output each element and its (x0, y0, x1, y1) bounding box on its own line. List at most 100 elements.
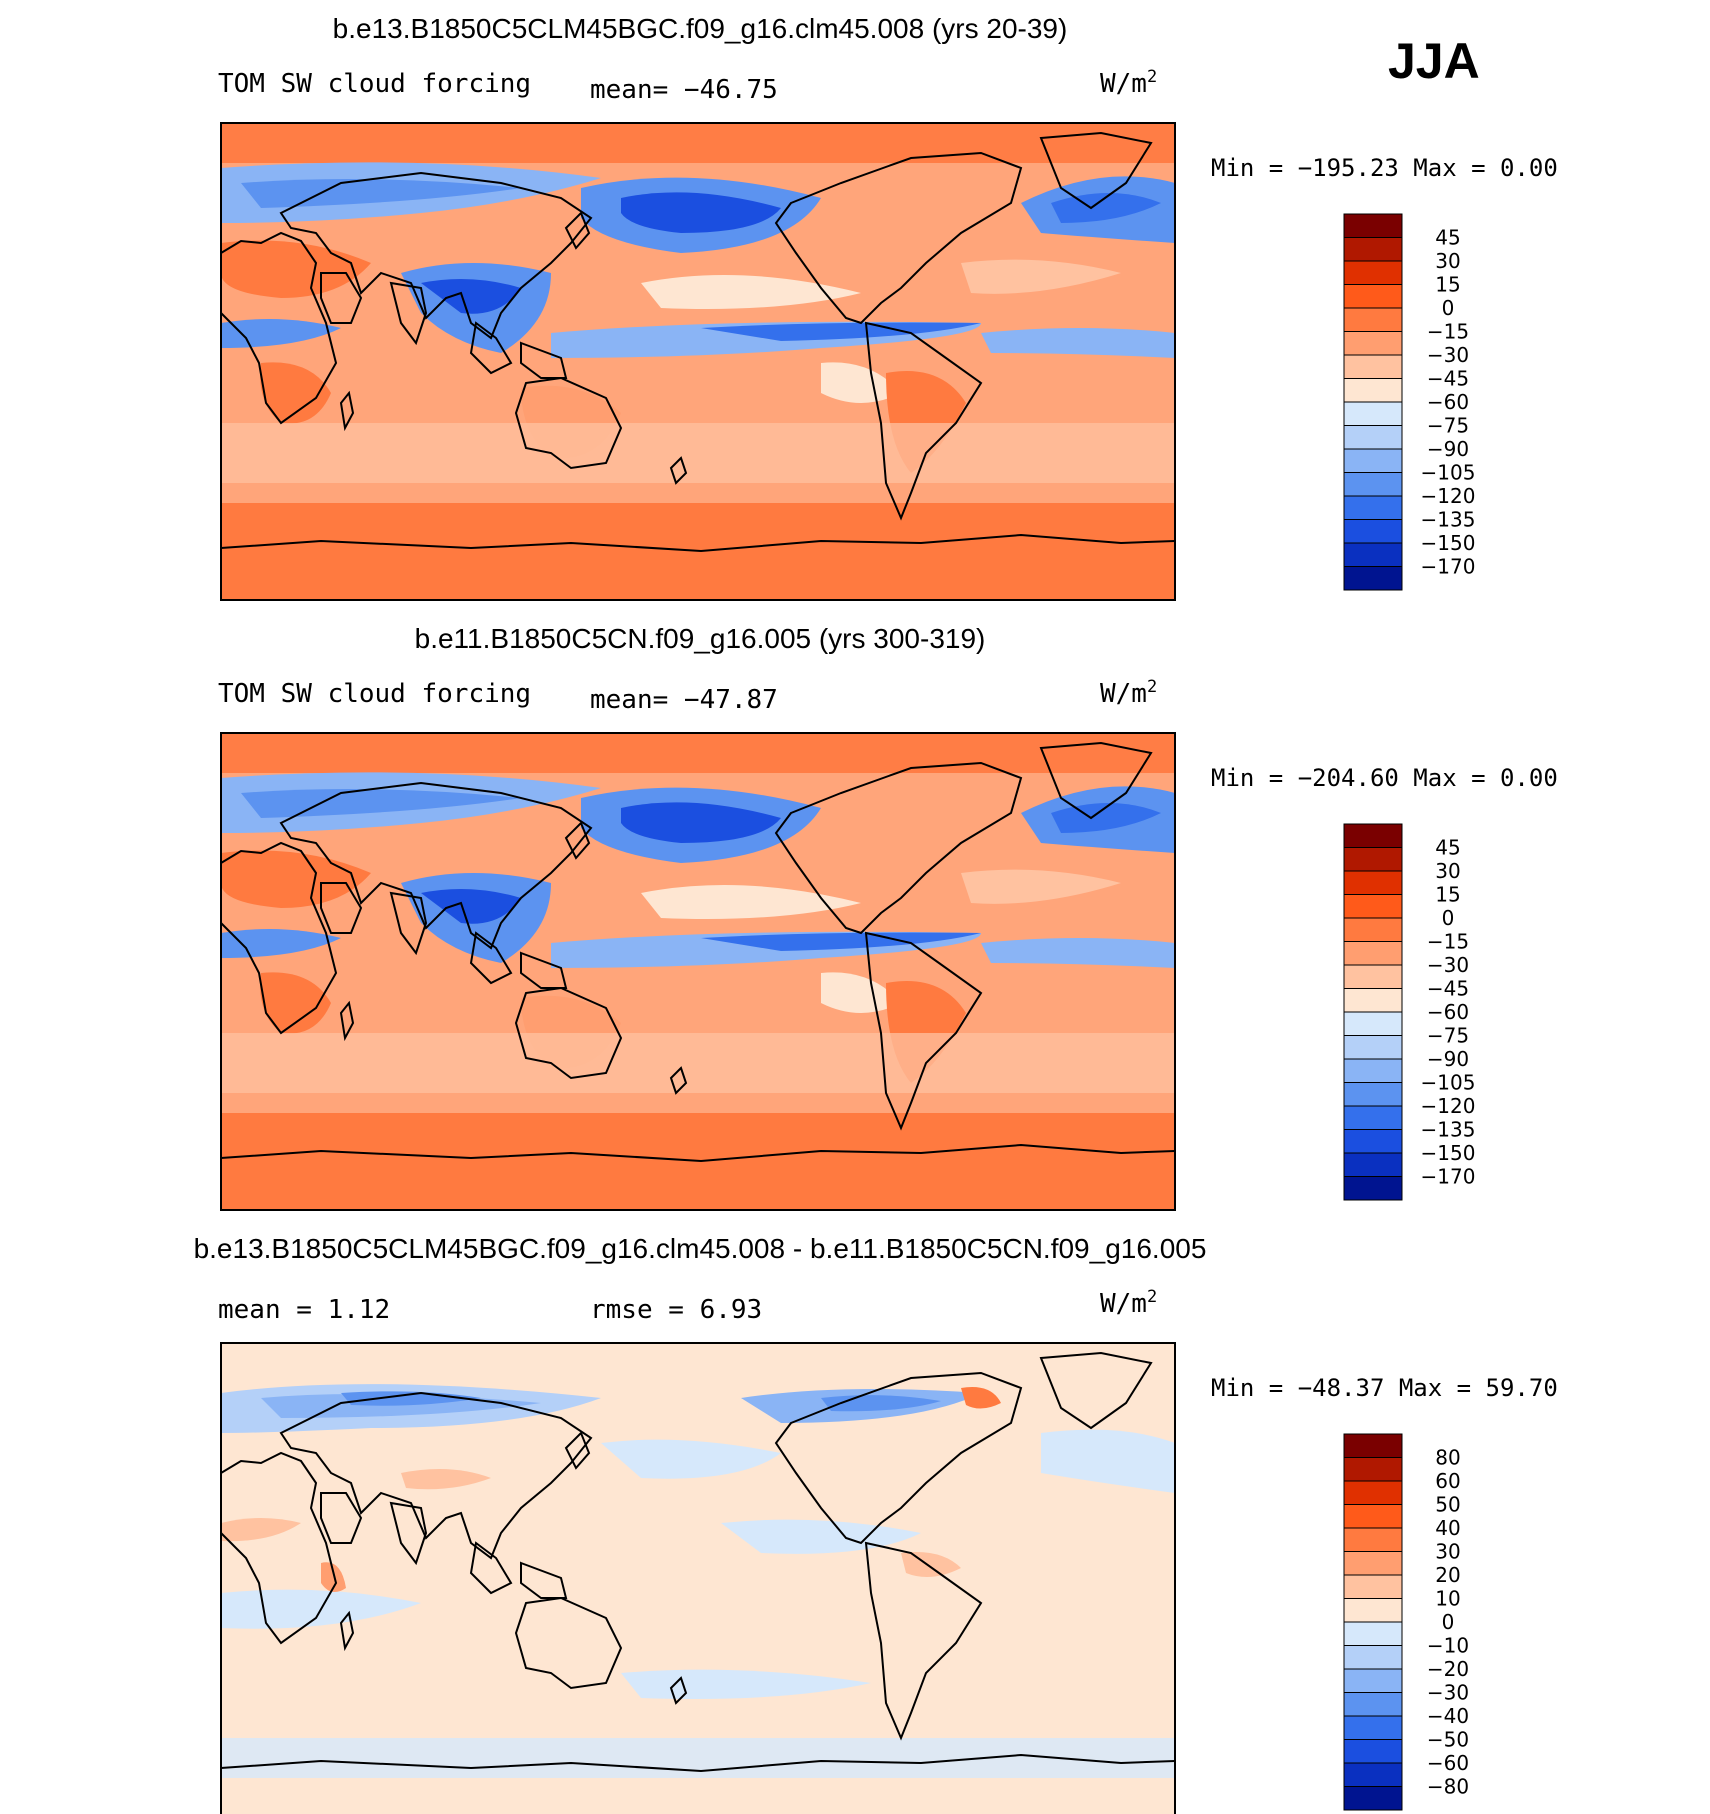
colorbar-label: −150 (1421, 1141, 1476, 1165)
colorbar-label: 40 (1435, 1516, 1460, 1540)
panel-3-units: W/m2 (1100, 1287, 1157, 1319)
colorbar-label: 45 (1435, 226, 1460, 250)
colorbar-label: −75 (1427, 414, 1469, 438)
panel-2-units: W/m2 (1100, 677, 1157, 709)
colorbar-swatch (1343, 1645, 1403, 1670)
panel-3-minmax: Min = −48.37 Max = 59.70 (1211, 1374, 1558, 1402)
colorbar-label: −105 (1421, 461, 1476, 485)
colorbar-swatch (1343, 542, 1403, 567)
colorbar-swatch (1343, 870, 1403, 895)
colorbar-swatch (1343, 260, 1403, 285)
panel-2-title: b.e11.B1850C5CN.f09_g16.005 (yrs 300-319… (415, 623, 986, 654)
colorbar-label: 15 (1435, 273, 1460, 297)
colorbar-swatch (1343, 331, 1403, 356)
colorbar-label: −30 (1427, 1681, 1469, 1705)
colorbar-swatch (1343, 1668, 1403, 1693)
colorbar-label: 30 (1435, 859, 1460, 883)
panel-2-minmax: Min = −204.60 Max = 0.00 (1211, 764, 1558, 792)
colorbar-label: −50 (1427, 1728, 1469, 1752)
colorbar-swatch (1343, 425, 1403, 450)
colorbar-label: −30 (1427, 953, 1469, 977)
panel-2-left-label: TOM SW cloud forcing (218, 679, 531, 709)
colorbar-swatch (1343, 823, 1403, 848)
panel-1-map (220, 122, 1176, 601)
colorbar-label: −40 (1427, 1704, 1469, 1728)
panel-1-mean: mean= −46.75 (590, 75, 778, 105)
panel-1-minmax: Min = −195.23 Max = 0.00 (1211, 154, 1558, 182)
colorbar-label: 0 (1442, 906, 1455, 930)
colorbar-label: −10 (1427, 1634, 1469, 1658)
colorbar-swatch (1343, 354, 1403, 379)
panel-3-map (220, 1342, 1176, 1814)
colorbar-swatch (1343, 847, 1403, 872)
season-label: JJA (1388, 33, 1480, 89)
colorbar-swatch (1343, 1621, 1403, 1646)
panel-2: b.e11.B1850C5CN.f09_g16.005 (yrs 300-319… (218, 623, 1558, 1211)
colorbar-swatch (1343, 964, 1403, 989)
colorbar-label: −170 (1421, 555, 1476, 579)
colorbar-swatch (1343, 378, 1403, 403)
colorbar-swatch (1343, 1152, 1403, 1177)
colorbar-swatch (1343, 988, 1403, 1013)
colorbar-label: 10 (1435, 1587, 1460, 1611)
colorbar-label: −60 (1427, 1000, 1469, 1024)
colorbar-label: −90 (1427, 437, 1469, 461)
panel-1-left-label: TOM SW cloud forcing (218, 69, 531, 99)
colorbar-swatch (1343, 448, 1403, 473)
colorbar-label: −105 (1421, 1071, 1476, 1095)
panel-2-map (220, 732, 1176, 1211)
colorbar-swatch (1343, 1739, 1403, 1764)
colorbar-label: 0 (1442, 296, 1455, 320)
colorbar-label: −120 (1421, 1094, 1476, 1118)
colorbar-label: 15 (1435, 883, 1460, 907)
colorbar-swatch (1343, 1715, 1403, 1740)
colorbar-label: −15 (1427, 930, 1469, 954)
colorbar-swatch (1343, 1786, 1403, 1811)
colorbar-label: −60 (1427, 390, 1469, 414)
colorbar-swatch (1343, 307, 1403, 332)
panel-3: b.e13.B1850C5CLM45BGC.f09_g16.clm45.008 … (194, 1233, 1558, 1814)
panel-1-colorbar: 4530150−15−30−45−60−75−90−105−120−135−15… (1343, 213, 1476, 591)
colorbar-swatch (1343, 1598, 1403, 1623)
colorbar-label: −75 (1427, 1024, 1469, 1048)
colorbar-swatch (1343, 1105, 1403, 1130)
colorbar-swatch (1343, 917, 1403, 942)
panel-2-mean: mean= −47.87 (590, 685, 778, 715)
colorbar-label: 50 (1435, 1493, 1460, 1517)
colorbar-swatch (1343, 941, 1403, 966)
colorbar-label: −90 (1427, 1047, 1469, 1071)
panel-3-title: b.e13.B1850C5CLM45BGC.f09_g16.clm45.008 … (194, 1233, 1207, 1264)
colorbar-swatch (1343, 1035, 1403, 1060)
colorbar-swatch (1343, 495, 1403, 520)
colorbar-swatch (1343, 1058, 1403, 1083)
colorbar-swatch (1343, 284, 1403, 309)
colorbar-label: −120 (1421, 484, 1476, 508)
colorbar-label: −30 (1427, 343, 1469, 367)
colorbar-swatch (1343, 1551, 1403, 1576)
colorbar-swatch (1343, 1457, 1403, 1482)
colorbar-swatch (1343, 1527, 1403, 1552)
colorbar-swatch (1343, 401, 1403, 426)
colorbar-label: 30 (1435, 249, 1460, 273)
colorbar-swatch (1343, 1574, 1403, 1599)
colorbar-label: −45 (1427, 977, 1469, 1001)
panel-3-rmse: rmse = 6.93 (590, 1295, 762, 1325)
colorbar-label: −150 (1421, 531, 1476, 555)
colorbar-label: 30 (1435, 1540, 1460, 1564)
colorbar-label: −135 (1421, 1118, 1476, 1142)
panel-1: b.e13.B1850C5CLM45BGC.f09_g16.clm45.008 … (218, 13, 1558, 601)
colorbar-label: 0 (1442, 1610, 1455, 1634)
panel-1-units: W/m2 (1100, 67, 1157, 99)
colorbar-swatch (1343, 237, 1403, 262)
colorbar-swatch (1343, 1504, 1403, 1529)
panel-2-colorbar: 4530150−15−30−45−60−75−90−105−120−135−15… (1343, 823, 1476, 1201)
colorbar-swatch (1343, 1692, 1403, 1717)
colorbar-swatch (1343, 1129, 1403, 1154)
colorbar-label: −60 (1427, 1751, 1469, 1775)
colorbar-label: −135 (1421, 508, 1476, 532)
colorbar-label: 20 (1435, 1563, 1460, 1587)
colorbar-label: 80 (1435, 1446, 1460, 1470)
colorbar-swatch (1343, 472, 1403, 497)
colorbar-swatch (1343, 213, 1403, 238)
colorbar-label: 60 (1435, 1469, 1460, 1493)
